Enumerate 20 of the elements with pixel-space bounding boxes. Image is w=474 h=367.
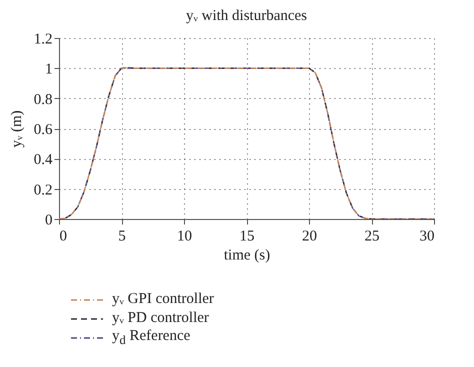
x-tick-label: 30: [420, 228, 434, 244]
y-tick-label: 0.4: [34, 152, 53, 168]
y-tick-label: 0.8: [34, 92, 52, 108]
chart-title: yᵥ with disturbances: [186, 8, 308, 24]
x-axis-title: time (s): [224, 248, 270, 264]
x-tick-label: 25: [364, 228, 380, 244]
y-tick-label: 1: [45, 62, 52, 78]
y-tick-label: 0: [45, 212, 52, 228]
x-tick-label: 5: [118, 228, 126, 244]
x-tick-label: 20: [302, 228, 317, 244]
y-tick-label: 1.2: [34, 32, 52, 48]
y-tick-label: 0.6: [34, 122, 53, 138]
y-axis-title: yᵥ (m): [8, 110, 25, 148]
legend-label: yᵥ PD controller: [112, 310, 209, 327]
legend-label: y$_{d}$ Reference: [112, 328, 190, 348]
y-tick-label: 0.2: [34, 182, 52, 198]
x-tick-label: 15: [240, 228, 254, 244]
legend-label: yᵥ GPI controller: [112, 291, 214, 308]
x-tick-label: 10: [177, 228, 192, 244]
x-tick-label: 0: [60, 228, 67, 244]
